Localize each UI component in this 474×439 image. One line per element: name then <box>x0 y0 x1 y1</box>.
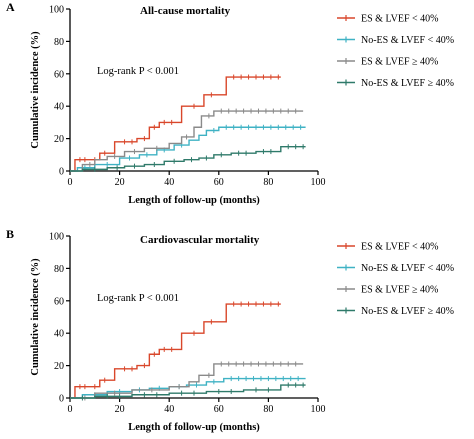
x-axis-label: Length of follow-up (months) <box>128 195 260 206</box>
series-line <box>70 377 306 399</box>
x-tick-label: 0 <box>68 177 73 188</box>
x-tick-label: 100 <box>311 404 326 415</box>
legend-label: ES & LVEF ≥ 40% <box>361 57 438 68</box>
y-tick-label: 80 <box>54 264 64 275</box>
panel-label: B <box>6 227 14 241</box>
series-line <box>70 76 281 172</box>
x-tick-label: 0 <box>68 404 73 415</box>
y-tick-label: 100 <box>49 232 64 243</box>
y-tick-label: 60 <box>54 69 64 80</box>
x-axis-label: Length of follow-up (months) <box>128 422 260 433</box>
log-rank-annotation: Log-rank P < 0.001 <box>97 66 179 77</box>
x-tick-label: 80 <box>263 404 273 415</box>
x-tick-label: 40 <box>164 404 174 415</box>
series-line <box>70 303 281 399</box>
y-tick-label: 40 <box>54 102 64 113</box>
panel-b: B 0 20 40 60 80 100 0 20 40 60 80 100 Length of follo… <box>6 227 454 433</box>
x-tick-label: 100 <box>311 177 326 188</box>
y-tick-label: 100 <box>49 5 64 16</box>
x-tick-label: 80 <box>263 177 273 188</box>
panel-label: A <box>6 0 15 14</box>
x-tick-label: 20 <box>115 404 125 415</box>
y-tick-label: 0 <box>59 167 64 178</box>
panel-a: A 0 20 40 60 80 100 0 20 40 60 80 100 Length of follo… <box>6 0 454 206</box>
y-axis-label: Cumulative incidence (%) <box>30 258 41 376</box>
series-line <box>70 126 306 172</box>
legend-label: No-ES & LVEF < 40% <box>361 263 454 274</box>
legend-label: ES & LVEF ≥ 40% <box>361 285 438 296</box>
series-line <box>70 110 304 172</box>
x-tick-label: 40 <box>164 177 174 188</box>
chart-title: All-cause mortality <box>140 5 231 17</box>
y-axis-label: Cumulative incidence (%) <box>30 31 41 149</box>
legend-label: No-ES & LVEF ≥ 40% <box>361 306 454 317</box>
x-tick-label: 60 <box>214 177 224 188</box>
legend-label: ES & LVEF < 40% <box>361 242 439 253</box>
y-tick-label: 0 <box>59 394 64 405</box>
series-line <box>70 146 306 172</box>
log-rank-annotation: Log-rank P < 0.001 <box>97 293 179 304</box>
y-tick-label: 20 <box>54 134 64 145</box>
x-tick-label: 60 <box>214 404 224 415</box>
legend-label: No-ES & LVEF ≥ 40% <box>361 78 454 89</box>
y-tick-label: 20 <box>54 361 64 372</box>
y-tick-label: 80 <box>54 37 64 48</box>
x-tick-label: 20 <box>115 177 125 188</box>
y-tick-label: 60 <box>54 296 64 307</box>
chart-title: Cardiovascular mortality <box>140 234 260 246</box>
y-tick-label: 40 <box>54 329 64 340</box>
series-line <box>70 384 306 399</box>
legend-label: No-ES & LVEF < 40% <box>361 35 454 46</box>
legend-label: ES & LVEF < 40% <box>361 14 439 25</box>
